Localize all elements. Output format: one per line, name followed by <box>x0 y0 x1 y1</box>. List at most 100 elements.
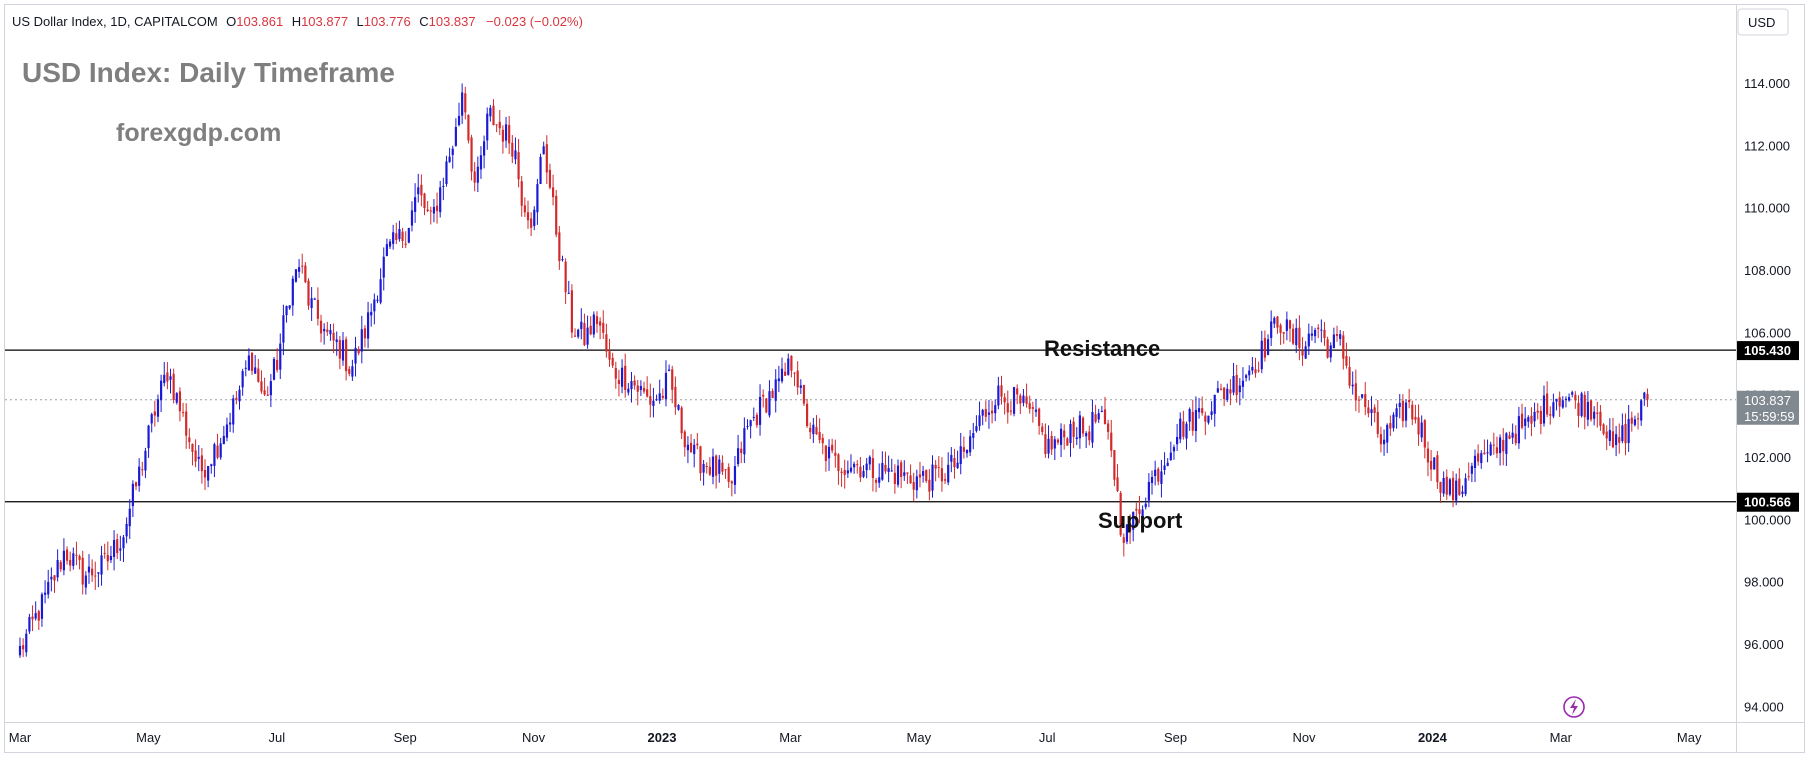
y-tick-label: 102.000 <box>1744 450 1791 465</box>
candle <box>232 394 235 433</box>
lightning-icon[interactable] <box>1563 696 1585 718</box>
candle <box>1012 386 1016 417</box>
candle <box>319 314 323 343</box>
candle <box>1533 402 1536 428</box>
candle <box>1292 323 1295 346</box>
candle <box>423 192 426 216</box>
candle <box>1348 356 1351 389</box>
candle <box>978 401 981 431</box>
candle <box>1477 444 1480 466</box>
candles <box>18 83 1649 658</box>
candle <box>1066 436 1069 446</box>
bar-countdown: 15:59:59 <box>1744 409 1795 424</box>
candle <box>683 429 686 457</box>
candle <box>1326 336 1329 359</box>
candle <box>1307 323 1310 355</box>
candle <box>366 301 370 349</box>
candle <box>555 190 558 238</box>
candle <box>37 609 40 630</box>
candle <box>1332 327 1335 349</box>
candle <box>263 377 266 397</box>
candle <box>711 448 715 485</box>
candle <box>294 269 298 283</box>
x-tick-label: Mar <box>779 730 802 745</box>
candle <box>473 162 476 192</box>
candle <box>827 439 831 471</box>
currency-button[interactable]: USD <box>1737 8 1789 36</box>
candle <box>1483 439 1486 455</box>
candle <box>1041 422 1044 436</box>
candle <box>1455 473 1458 506</box>
candle <box>1016 384 1019 405</box>
candle <box>1364 382 1367 416</box>
candle <box>545 135 548 184</box>
support-label: Support <box>1098 508 1183 533</box>
candle <box>1571 390 1574 398</box>
candle <box>461 83 464 124</box>
candle <box>1586 391 1589 427</box>
candle <box>1354 369 1357 412</box>
candle <box>1266 334 1270 356</box>
candle <box>1524 406 1527 440</box>
candle <box>1370 396 1373 426</box>
time-axis[interactable]: Mar May Jul Sep Nov 2023 Mar May Jul Sep Nov 2024 Ma… <box>9 730 1702 745</box>
candle <box>1304 341 1307 360</box>
candle <box>1567 393 1571 402</box>
high-label: H <box>292 14 301 29</box>
candle <box>736 434 740 467</box>
candle <box>172 368 175 404</box>
candle <box>630 371 633 403</box>
candle <box>276 348 279 373</box>
candle <box>1207 415 1210 425</box>
candle <box>661 388 664 400</box>
candle <box>655 394 658 401</box>
candle <box>323 323 326 345</box>
candle <box>301 253 304 274</box>
candle <box>1047 425 1050 459</box>
candle <box>1025 383 1028 408</box>
candle <box>1169 441 1172 461</box>
candle <box>925 469 928 483</box>
candle <box>812 417 815 443</box>
candle <box>1213 394 1216 427</box>
candle <box>1389 415 1392 436</box>
candle <box>909 464 912 484</box>
candle <box>483 135 486 169</box>
x-tick-label: Nov <box>522 730 546 745</box>
candle <box>953 448 956 479</box>
candle <box>492 99 495 126</box>
candle <box>329 323 332 341</box>
candle <box>22 638 25 658</box>
candle <box>1110 419 1113 458</box>
candle <box>1160 459 1163 498</box>
candle <box>1495 436 1499 459</box>
candle <box>134 481 138 491</box>
candle <box>1382 429 1386 456</box>
candle <box>526 200 530 229</box>
candle <box>1097 408 1100 423</box>
candle <box>962 436 965 459</box>
candle <box>65 546 69 565</box>
candle <box>1618 423 1621 454</box>
candle <box>1599 405 1602 431</box>
candle <box>802 384 806 407</box>
candle <box>928 469 931 501</box>
candle <box>1019 393 1022 414</box>
candle <box>357 346 360 356</box>
candle <box>514 137 517 165</box>
candle <box>1552 393 1555 419</box>
candle <box>47 569 50 599</box>
candle <box>141 461 144 476</box>
candle <box>1508 431 1511 440</box>
candle <box>680 405 683 440</box>
candle <box>122 534 125 563</box>
candle <box>1549 406 1552 425</box>
candle <box>755 412 759 428</box>
candle <box>1439 481 1442 503</box>
candle <box>1558 391 1561 418</box>
candle <box>1238 378 1241 406</box>
candle <box>1166 458 1169 467</box>
candle <box>247 348 251 371</box>
candle <box>1141 505 1144 521</box>
candle <box>75 541 78 566</box>
